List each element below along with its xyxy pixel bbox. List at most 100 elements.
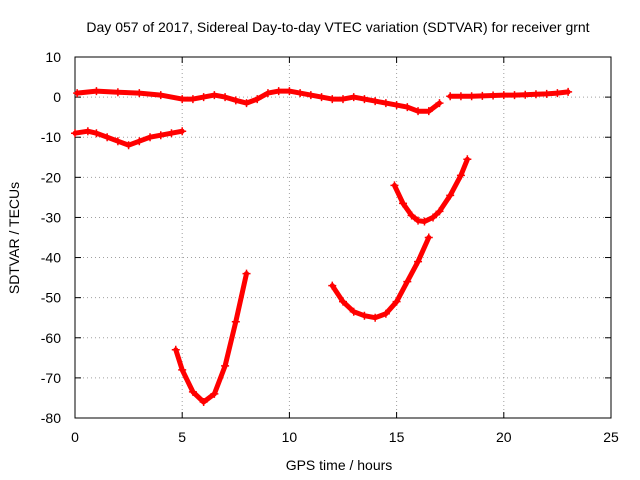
data-point <box>71 129 79 138</box>
data-point <box>478 91 487 100</box>
tick-layer: 0 5 10 15 20 25 -80 -70 -60 -50 -40 -30 -20 -10 0 10 <box>41 49 619 445</box>
y-tick-label: -80 <box>41 410 61 426</box>
x-axis-label: GPS time / hours <box>286 457 393 473</box>
data-point <box>360 95 369 104</box>
data-point <box>467 92 476 101</box>
data-point <box>285 87 294 96</box>
data-point <box>499 91 508 100</box>
chart-title: Day 057 of 2017, Sidereal Day-to-day VTE… <box>86 19 589 35</box>
y-tick-label: -40 <box>41 250 61 266</box>
data-point <box>135 89 144 98</box>
data-point <box>124 141 133 150</box>
data-point <box>414 257 423 266</box>
data-point <box>167 129 176 138</box>
x-tick-label: 10 <box>282 429 298 445</box>
x-tick-label: 20 <box>496 429 512 445</box>
data-point <box>339 95 347 104</box>
data-point <box>446 191 455 200</box>
y-tick-label: -60 <box>41 330 61 346</box>
series-line <box>392 156 470 224</box>
series-3 <box>71 127 187 150</box>
data-point <box>381 309 390 318</box>
data-point <box>381 99 390 108</box>
data-point <box>178 127 187 136</box>
y-axis-label: SDTVAR / TECUs <box>6 182 22 294</box>
data-point <box>420 217 429 226</box>
data-point <box>178 95 187 104</box>
series-6 <box>390 155 472 226</box>
data-point <box>424 233 433 242</box>
data-point <box>221 93 230 102</box>
data-point <box>360 311 369 320</box>
data-point <box>242 269 251 278</box>
y-tick-label: -50 <box>41 290 61 306</box>
data-point <box>407 211 416 220</box>
data-point <box>392 101 401 110</box>
data-point <box>371 313 380 322</box>
data-point <box>328 95 337 104</box>
data-point <box>542 89 551 98</box>
data-point <box>371 97 380 106</box>
x-tick-label: 15 <box>389 429 405 445</box>
data-point <box>188 95 197 104</box>
data-point <box>296 89 305 98</box>
series-4 <box>171 269 251 406</box>
data-point <box>253 95 262 104</box>
data-point <box>510 91 519 100</box>
data-point <box>399 199 408 208</box>
series-5 <box>328 233 433 322</box>
y-tick-label: 10 <box>45 49 61 65</box>
data-point <box>92 87 101 96</box>
data-point <box>156 131 165 140</box>
data-point <box>392 297 401 306</box>
data-point <box>429 213 438 222</box>
data-point <box>349 307 358 316</box>
data-point <box>531 90 540 99</box>
y-tick-label: -10 <box>41 129 61 145</box>
y-tick-label: 0 <box>53 89 61 105</box>
data-point <box>521 90 530 99</box>
x-tick-label: 25 <box>603 429 619 445</box>
series-line <box>329 235 432 321</box>
data-point <box>156 91 165 100</box>
data-point <box>210 389 219 398</box>
series-2 <box>446 87 573 101</box>
data-point <box>435 99 444 108</box>
data-point <box>146 133 155 142</box>
plot-frame <box>74 56 612 419</box>
series-layer <box>71 87 573 406</box>
data-point <box>414 216 423 225</box>
data-point <box>135 137 144 146</box>
data-point <box>263 89 272 98</box>
data-point <box>456 92 465 101</box>
data-point <box>199 93 208 102</box>
data-point <box>390 181 399 190</box>
data-point <box>92 129 101 138</box>
series-1 <box>73 87 444 116</box>
data-point <box>231 317 240 326</box>
data-point <box>210 91 219 100</box>
data-point <box>424 107 433 116</box>
data-point <box>339 297 347 306</box>
series-line <box>173 271 249 405</box>
data-point <box>456 171 465 180</box>
x-tick-label: 5 <box>178 429 186 445</box>
data-point <box>463 155 472 164</box>
data-point <box>73 89 82 98</box>
data-point <box>113 88 122 97</box>
data-point <box>231 96 240 105</box>
grid-layer <box>75 57 611 418</box>
data-point <box>83 127 92 136</box>
data-point <box>199 397 208 406</box>
y-tick-label: -30 <box>41 209 61 225</box>
data-point <box>328 281 337 290</box>
data-point <box>221 361 230 370</box>
data-point <box>188 387 197 396</box>
data-point <box>446 92 455 101</box>
data-point <box>113 137 122 146</box>
data-point <box>317 93 326 102</box>
data-point <box>171 345 180 354</box>
x-tick-label: 0 <box>71 429 79 445</box>
data-point <box>242 99 251 108</box>
